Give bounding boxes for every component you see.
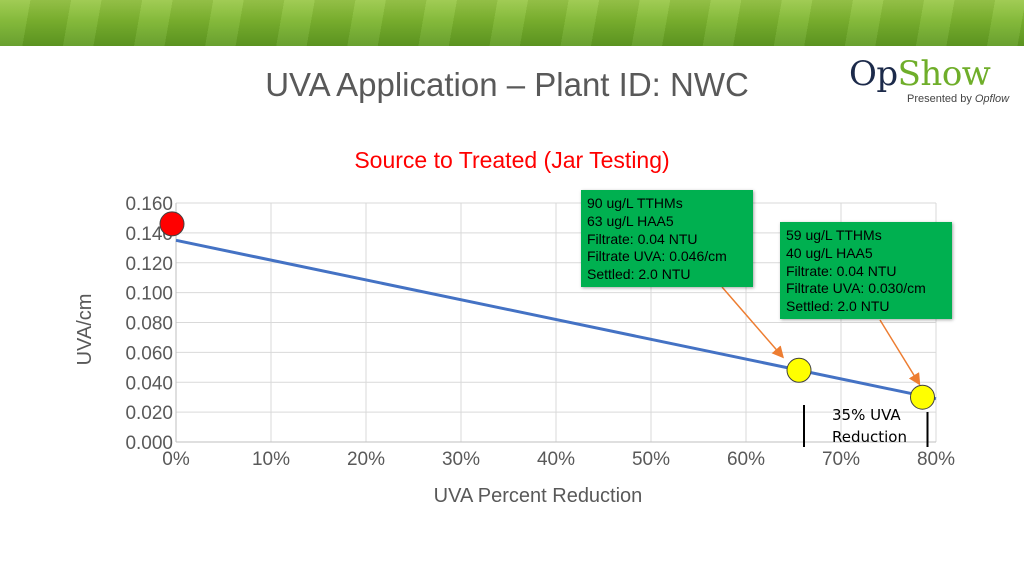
x-tick-label: 10% — [252, 449, 290, 470]
x-tick-label: 60% — [727, 449, 765, 470]
header-banner — [0, 0, 1024, 46]
chart-title: Source to Treated (Jar Testing) — [354, 147, 670, 173]
y-tick-label: 0.020 — [125, 403, 173, 424]
y-tick-label: 0.000 — [125, 433, 173, 454]
logo-op-text: Op — [849, 54, 898, 94]
y-tick-label: 0.160 — [125, 194, 173, 215]
callout-point-3: 59 ug/L TTHMs 40 ug/L HAA5 Filtrate: 0.0… — [780, 222, 952, 319]
callout-point-2: 90 ug/L TTHMs 63 ug/L HAA5 Filtrate: 0.0… — [581, 190, 753, 287]
callout-line: Filtrate: 0.04 NTU — [587, 230, 698, 247]
data-point — [786, 357, 812, 383]
y-tick-label: 0.060 — [125, 343, 173, 364]
callout-arrow — [879, 319, 921, 386]
callout-line: Settled: 2.0 NTU — [786, 298, 890, 315]
data-point — [159, 211, 185, 237]
x-tick-label: 50% — [632, 449, 670, 470]
x-axis-title: UVA Percent Reduction — [434, 485, 643, 507]
callout-line: 59 ug/L TTHMs — [786, 227, 882, 243]
x-tick-label: 80% — [917, 449, 955, 470]
y-tick-label: 0.080 — [125, 314, 173, 335]
x-tick-label: 30% — [442, 449, 480, 470]
y-tick-label: 0.040 — [125, 373, 173, 394]
x-tick-label: 20% — [347, 449, 385, 470]
x-tick-label: 0% — [162, 449, 190, 470]
slide-title: UVA Application – Plant ID: NWC — [265, 66, 749, 103]
x-tick-label: 40% — [537, 449, 575, 470]
callout-line: Settled: 2.0 NTU — [587, 266, 691, 283]
callout-line: Filtrate UVA: 0.046/cm — [587, 248, 727, 265]
logo-show-text: Show — [897, 54, 991, 94]
y-axis-title: UVA/cm — [74, 294, 96, 366]
opshow-logo: OpShow Presented by Opflow — [849, 56, 1014, 108]
data-point — [910, 384, 935, 410]
callout-line: Filtrate: 0.04 NTU — [786, 262, 897, 279]
logo-subtitle: Presented by Opflow — [907, 93, 1010, 105]
y-tick-label: 0.120 — [125, 254, 173, 275]
callout-line: 90 ug/L TTHMs — [587, 195, 683, 211]
callout-line: 40 ug/L HAA5 — [786, 244, 873, 261]
y-tick-label: 0.100 — [125, 284, 173, 305]
reduction-label: 35% UVA Reduction — [832, 406, 907, 446]
callout-line: 63 ug/L HAA5 — [587, 212, 674, 229]
callout-line: Filtrate UVA: 0.030/cm — [786, 280, 926, 297]
x-tick-label: 70% — [822, 449, 860, 470]
callout-arrow — [721, 286, 784, 359]
